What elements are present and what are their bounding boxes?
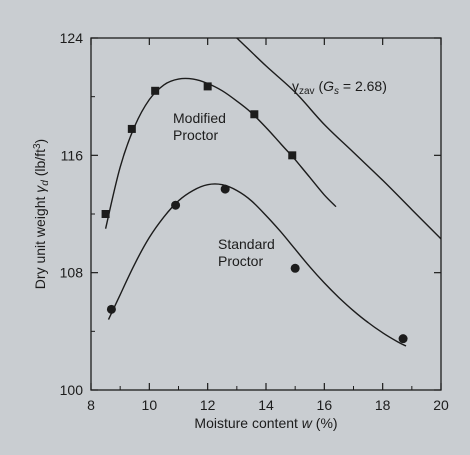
marker-modified-proctor-0	[101, 210, 110, 218]
label-standard-line1: Standard	[218, 236, 275, 252]
y-tick-label-116: 116	[61, 147, 84, 163]
y-label-sub: d	[40, 180, 51, 186]
y-axis-label: Dry unit weight γd (lb/ft3)	[32, 139, 51, 289]
label-modified-line2: Proctor	[173, 127, 218, 143]
label-standard-line2: Proctor	[218, 253, 263, 269]
x-tick-label-8: 8	[87, 397, 95, 413]
marker-modified-proctor-2	[151, 86, 160, 95]
series-markers	[101, 82, 408, 344]
y-tick-label-100: 100	[60, 382, 84, 398]
curve-standard-proctor	[107, 183, 407, 347]
y-tick-label-124: 124	[60, 30, 84, 46]
x-axis-label: Moisture content w (%)	[194, 415, 337, 431]
x-tick-label-16: 16	[317, 397, 333, 413]
y-label-prefix: Dry unit weight	[32, 193, 48, 289]
marker-standard-proctor-3	[290, 263, 300, 273]
x-tick-label-14: 14	[258, 397, 274, 413]
x-tick-label-20: 20	[433, 397, 449, 413]
curve-modified-proctor	[104, 77, 337, 229]
x-label-suffix: (%)	[312, 415, 338, 431]
marker-modified-proctor-3	[203, 82, 212, 91]
marker-modified-proctor-5	[288, 151, 297, 160]
x-tick-label-18: 18	[375, 397, 391, 413]
zav-subscript: zav	[299, 86, 315, 97]
y-label-close: )	[32, 139, 48, 144]
series-curves	[104, 37, 442, 347]
y-label-unit-sup: 3	[32, 143, 43, 149]
x-label-var: w	[302, 415, 313, 431]
x-tick-label-10: 10	[142, 397, 158, 413]
zav-value: = 2.68)	[339, 78, 387, 94]
marker-standard-proctor-2	[220, 184, 230, 194]
zav-g: G	[323, 78, 334, 94]
label-modified-line1: Modified	[173, 110, 226, 126]
x-axis-ticks: 8 10 12 14 16 18 20	[87, 38, 449, 413]
zav-gamma: γ	[292, 78, 299, 94]
marker-standard-proctor-1	[171, 200, 181, 210]
curve-zav	[236, 37, 442, 240]
x-tick-label-12: 12	[200, 397, 216, 413]
marker-modified-proctor-1	[127, 124, 136, 133]
y-tick-label-108: 108	[60, 265, 84, 281]
y-label-unit: (lb/ft	[32, 149, 48, 180]
marker-standard-proctor-0	[106, 304, 116, 314]
y-axis-ticks: 100 108 116 124	[60, 30, 441, 398]
marker-modified-proctor-4	[250, 110, 259, 119]
marker-standard-proctor-4	[398, 334, 408, 344]
zav-open: (	[315, 78, 324, 94]
zav-annotation: γzav (Gs = 2.68)	[292, 78, 387, 97]
x-label-prefix: Moisture content	[194, 415, 301, 431]
zav-g-subscript: s	[334, 86, 339, 97]
y-label-var: γ	[32, 185, 48, 193]
